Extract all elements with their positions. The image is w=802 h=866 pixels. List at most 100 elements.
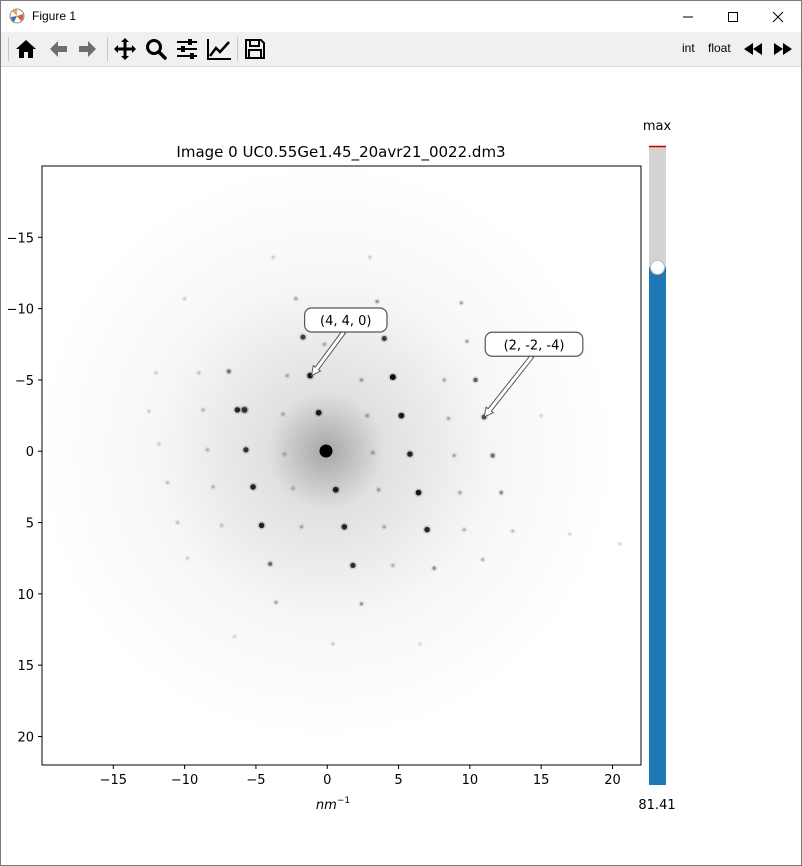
y-tick-label: −5 <box>15 374 34 389</box>
diffraction-spot <box>241 407 248 413</box>
diffraction-spot <box>281 412 285 416</box>
slider-max-label: max <box>643 119 672 134</box>
annotation-label: (4, 4, 0) <box>320 314 372 329</box>
diffraction-spot <box>499 490 503 495</box>
figure-title: Image 0 UC0.55Ge1.45_20avr21_0022.dm3 <box>176 143 505 162</box>
diffraction-spot <box>365 413 369 418</box>
diffraction-spot <box>568 532 571 536</box>
diffraction-spot <box>359 602 364 606</box>
fast-forward-icon <box>774 43 792 55</box>
save-button[interactable] <box>242 36 268 62</box>
image-axes[interactable]: −15 −10 −5 0 5 10 15 20 −15 −10 −5 0 5 10 15 20 (4, 4,… <box>7 161 642 788</box>
diffraction-spot <box>268 561 273 566</box>
toolbar-grip <box>8 37 9 61</box>
diffraction-spot <box>381 336 387 342</box>
diffraction-spot <box>446 416 450 420</box>
home-button[interactable] <box>13 36 39 62</box>
pan-icon <box>114 38 136 60</box>
annotation-arrow <box>483 354 535 418</box>
diffraction-spot <box>490 453 495 458</box>
diffraction-spot <box>197 371 201 375</box>
diffraction-spot <box>166 481 169 484</box>
float-button[interactable]: float <box>708 41 731 55</box>
annotation-arrow <box>310 330 347 377</box>
diffraction-spot <box>294 297 298 301</box>
diffraction-spot <box>458 491 462 495</box>
diffraction-spot <box>350 562 356 568</box>
slider-value-label: 81.41 <box>638 798 675 813</box>
maximize-button[interactable] <box>710 1 756 32</box>
back-arrow-icon <box>50 41 67 57</box>
maximize-icon <box>728 11 738 22</box>
next-button[interactable] <box>770 36 796 62</box>
y-tick-label: 10 <box>17 588 34 603</box>
minimize-button[interactable] <box>665 1 711 32</box>
diffraction-spot <box>331 642 335 645</box>
diffraction-spot <box>415 489 422 496</box>
diffraction-spot <box>154 371 158 374</box>
pan-button[interactable] <box>112 36 138 62</box>
x-tick-label: 20 <box>604 773 621 788</box>
diffraction-spot <box>332 486 339 493</box>
zoom-button[interactable] <box>143 36 169 62</box>
diffraction-spot <box>389 374 396 381</box>
diffraction-spot <box>147 410 151 413</box>
diffraction-spot <box>322 342 326 346</box>
diffraction-spot <box>226 369 231 374</box>
diffraction-spot <box>157 442 161 446</box>
y-tick-label: −10 <box>7 303 34 318</box>
diffraction-spot <box>376 488 381 492</box>
diffraction-spot <box>285 374 289 378</box>
x-axis-label: nm−1 <box>316 796 350 813</box>
diffraction-spot <box>315 409 322 416</box>
diffraction-spot <box>300 334 306 340</box>
back-button[interactable] <box>45 36 71 62</box>
y-tick-label: 15 <box>17 659 34 674</box>
x-tick-label: −10 <box>171 773 198 788</box>
diffraction-spot <box>371 451 375 455</box>
diffraction-spot <box>258 522 265 529</box>
central-beam-spot <box>319 444 333 458</box>
annotation-label: (2, -2, -4) <box>504 338 565 353</box>
save-icon <box>245 39 265 59</box>
diffraction-spot <box>473 377 478 383</box>
minimize-icon <box>683 16 693 17</box>
diffraction-spots <box>146 254 623 647</box>
x-tick-label: 0 <box>323 773 331 788</box>
diffraction-spot <box>375 299 379 304</box>
x-tick-label: −5 <box>246 773 265 788</box>
diffraction-spot <box>511 529 514 533</box>
diffraction-spot <box>398 412 405 419</box>
diffraction-spot <box>186 557 189 560</box>
slider-handle[interactable] <box>650 259 665 275</box>
diffraction-spot <box>250 484 256 490</box>
edit-axes-button[interactable] <box>206 36 232 62</box>
diffraction-spot <box>220 524 223 527</box>
diffraction-spot <box>274 600 278 604</box>
diffraction-spot <box>211 485 215 489</box>
x-tick-label: 5 <box>394 773 402 788</box>
matplotlib-app-icon <box>9 8 25 24</box>
close-icon <box>772 11 784 22</box>
intensity-slider[interactable]: max 81.41 <box>638 119 675 813</box>
diffraction-spot <box>540 414 543 417</box>
diffraction-spot <box>424 526 430 533</box>
y-tick-label: −15 <box>7 231 34 246</box>
diffraction-spot <box>452 454 456 458</box>
diffraction-spot <box>234 407 241 413</box>
diffraction-spot <box>271 256 275 259</box>
diffraction-spot <box>481 558 485 562</box>
toolbar-separator <box>107 37 108 61</box>
int-button[interactable]: int <box>682 41 695 55</box>
annotation: (2, -2, -4) <box>483 331 584 418</box>
y-tick-label: 5 <box>26 517 34 532</box>
zoom-icon <box>146 39 167 60</box>
rewind-icon <box>744 43 762 55</box>
x-tick-label: 15 <box>533 773 550 788</box>
diffraction-spot <box>243 447 249 453</box>
subplots-button[interactable] <box>174 36 200 62</box>
previous-button[interactable] <box>740 36 766 62</box>
forward-button[interactable] <box>75 36 101 62</box>
figure-canvas: Image 0 UC0.55Ge1.45_20avr21_0022.dm3 −1… <box>7 119 676 813</box>
close-button[interactable] <box>755 1 801 32</box>
